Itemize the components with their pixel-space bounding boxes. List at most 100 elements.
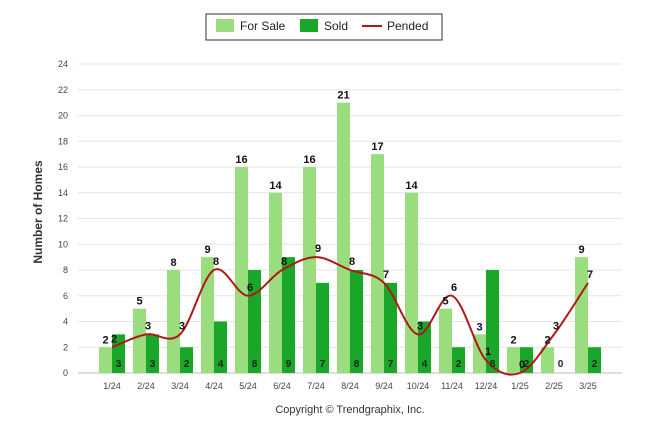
x-tick-label: 2/25: [545, 381, 563, 391]
y-tick-label: 14: [58, 188, 68, 198]
legend-swatch-sold: [300, 19, 318, 32]
label-for-sale: 9: [578, 244, 584, 256]
label-pended: 7: [587, 269, 593, 281]
x-tick-label: 5/24: [239, 381, 257, 391]
legend-box: [205, 13, 443, 41]
pended-line: [111, 256, 589, 376]
bar-for-sale: [405, 192, 418, 373]
bar-for-sale: [371, 154, 384, 373]
y-axis-title: Number of Homes: [31, 160, 45, 264]
legend-label-sold: Sold: [324, 19, 348, 33]
label-for-sale: 3: [476, 321, 482, 333]
x-tick-label: 7/24: [307, 381, 325, 391]
legend: For Sale Sold Pended: [205, 13, 443, 41]
label-for-sale: 2: [102, 334, 108, 346]
label-sold: 2: [456, 359, 462, 370]
bar-for-sale: [167, 270, 180, 373]
y-tick-label: 4: [63, 317, 68, 327]
label-pended: 9: [315, 243, 321, 255]
bar-for-sale: [133, 308, 146, 373]
label-pended: 2: [111, 333, 117, 345]
x-tick-label: 11/24: [441, 381, 463, 391]
y-tick-label: 18: [58, 136, 68, 146]
legend-label-pended: Pended: [387, 19, 428, 33]
x-tick-label: 9/24: [375, 381, 393, 391]
y-tick-label: 2: [63, 342, 68, 352]
y-tick-label: 8: [63, 265, 68, 275]
x-axis-ticks: 1/24 2/24 3/24 4/24 5/24 6/24 7/24 8/24 9/24 10/2…: [103, 381, 597, 391]
bar-for-sale: [541, 347, 554, 373]
x-tick-label: 1/25: [511, 381, 529, 391]
bar-for-sale: [439, 308, 452, 373]
label-for-sale: 14: [269, 180, 282, 192]
label-pended: 0: [519, 359, 525, 371]
label-pended: 7: [383, 269, 389, 281]
label-sold: 8: [354, 359, 360, 370]
label-sold: 7: [388, 359, 394, 370]
y-tick-label: 24: [58, 59, 68, 69]
bar-sold: [486, 270, 499, 373]
x-tick-label: 3/24: [171, 381, 189, 391]
label-pended: 8: [281, 256, 287, 268]
copyright-credit: Copyright © Trendgraphix, Inc.: [275, 404, 424, 416]
label-for-sale: 16: [235, 154, 247, 166]
pended-series: [111, 256, 589, 376]
label-sold: 8: [490, 359, 496, 370]
label-pended: 8: [349, 256, 355, 268]
bar-sold: [316, 282, 329, 373]
label-sold: 2: [184, 359, 190, 370]
bars: [99, 102, 601, 373]
label-sold: 4: [422, 359, 428, 370]
label-sold: 7: [320, 359, 326, 370]
x-tick-label: 8/24: [341, 381, 359, 391]
label-sold: 0: [558, 359, 564, 370]
y-tick-label: 22: [58, 85, 68, 95]
label-pended: 1: [485, 346, 491, 358]
bar-for-sale: [507, 347, 520, 373]
y-tick-label: 10: [58, 239, 68, 249]
y-tick-label: 6: [63, 291, 68, 301]
label-for-sale: 8: [170, 257, 176, 269]
bar-sold: [146, 334, 159, 373]
bar-for-sale: [269, 192, 282, 373]
bar-sold: [452, 347, 465, 373]
label-pended: 3: [179, 320, 185, 332]
label-for-sale: 17: [371, 141, 383, 153]
y-tick-label: 16: [58, 162, 68, 172]
legend-label-for-sale: For Sale: [240, 19, 286, 33]
label-pended: 6: [247, 282, 253, 294]
y-tick-label: 0: [63, 368, 68, 378]
y-tick-label: 12: [58, 214, 68, 224]
bar-for-sale: [99, 347, 112, 373]
bar-sold: [588, 347, 601, 373]
label-pended: 6: [451, 282, 457, 294]
label-for-sale: 9: [204, 244, 210, 256]
label-for-sale: 2: [544, 334, 550, 346]
bar-sold: [214, 321, 227, 373]
label-sold: 9: [286, 359, 292, 370]
x-tick-label: 2/24: [137, 381, 155, 391]
bar-for-sale: [235, 167, 248, 373]
label-sold: 2: [592, 359, 598, 370]
label-pended: 3: [417, 320, 423, 332]
bar-for-sale: [303, 167, 316, 373]
bar-sold: [282, 257, 295, 373]
label-pended: 3: [553, 320, 559, 332]
x-tick-label: 3/25: [579, 381, 597, 391]
x-tick-label: 12/24: [475, 381, 498, 391]
legend-swatch-for-sale: [216, 19, 234, 32]
x-tick-label: 1/24: [103, 381, 121, 391]
bar-sold: [384, 282, 397, 373]
label-sold: 3: [150, 359, 156, 370]
y-tick-label: 20: [58, 111, 68, 121]
label-for-sale: 21: [337, 90, 349, 102]
x-tick-label: 10/24: [407, 381, 430, 391]
label-pended: 3: [145, 320, 151, 332]
label-for-sale: 14: [405, 180, 418, 192]
label-sold: 2: [524, 359, 530, 370]
label-for-sale: 5: [136, 296, 142, 308]
bar-sold: [180, 347, 193, 373]
